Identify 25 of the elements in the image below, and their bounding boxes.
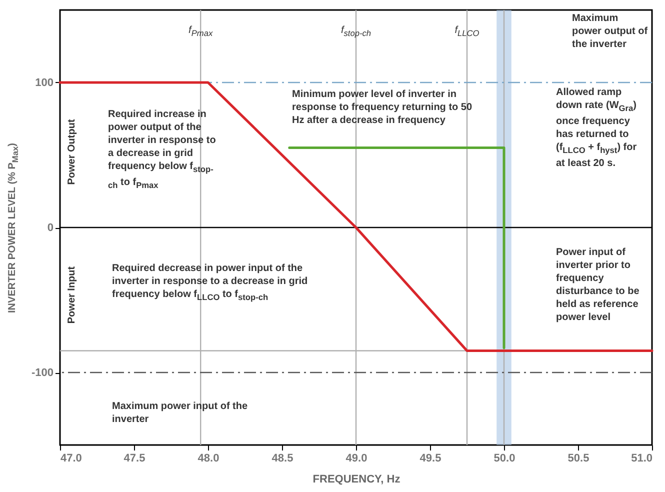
annotation: Power Output <box>66 119 78 185</box>
ref-line-label: f$_{LLCO}$ <box>454 24 480 40</box>
annotation: Minimum power level of inverter in response to frequency returning to 50 Hz after a decrease in frequency <box>292 88 474 127</box>
annotation: Required decrease in power input of the inverter in response to a decrease in grid frequency below f$_{LLCO}$ to f$_{stop-ch}$ <box>112 262 309 304</box>
x-tick-label: 50.0 <box>494 452 516 464</box>
x-tick-label: 47.5 <box>124 452 146 464</box>
annotation: Power Input <box>66 266 78 324</box>
ref-line-label: f$_{Pmax}$ <box>188 24 213 40</box>
text: Required increase in power output of the inverter in response to a decrease in grid frequency below f$_{stop-}$$_{ch}$ to f$_{Pmax}$ <box>108 109 216 190</box>
x-axis-title: FREQUENCY, Hz <box>312 474 401 486</box>
x-tick-label: 50.5 <box>568 452 590 464</box>
x-tick-label: 47.0 <box>60 452 82 464</box>
annotation: Maximum power output of the inverter <box>572 12 648 51</box>
y-tick-label: 100 <box>35 77 54 89</box>
annotation: Maximum power input of the inverter <box>112 400 249 426</box>
x-tick-label: 51.0 <box>631 452 652 464</box>
x-tick-label: 49.0 <box>346 452 368 464</box>
y-tick-label: -100 <box>31 367 54 379</box>
x-tick-label: 49.5 <box>420 452 442 464</box>
y-tick-label: 0 <box>47 222 54 234</box>
ref-line-label: f$_{stop-ch}$ <box>340 24 372 40</box>
text: Allowed ramp down rate (W$_{Gra}$) once frequency has returned to (f$_{LLCO}$ + f$_{hyst}$) for at least 20 s. <box>556 87 637 169</box>
x-tick-label: 48.5 <box>272 452 294 464</box>
annotation: Power input of inverter prior to frequency disturbance to be held as reference power level <box>556 246 640 324</box>
x-tick-label: 48.0 <box>198 452 220 464</box>
